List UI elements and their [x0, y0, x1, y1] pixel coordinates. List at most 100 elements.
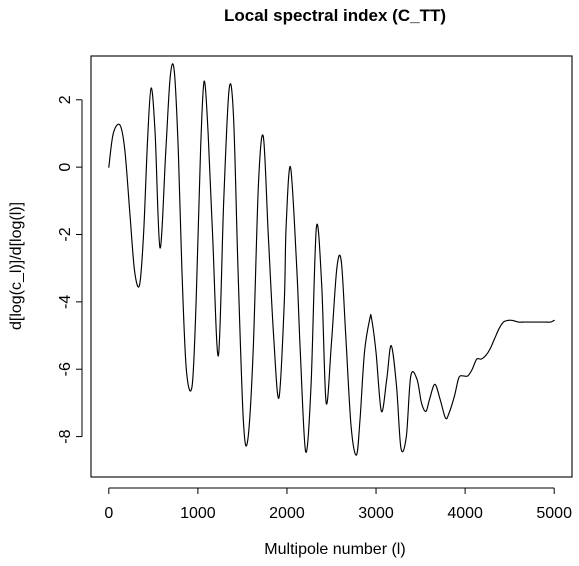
data-point-1-26 [223, 200, 225, 202]
data-point-1-92 [539, 321, 541, 323]
data-point-1-43 [305, 451, 307, 453]
data-point-1-2 [112, 133, 114, 134]
data-point-1-39 [285, 227, 287, 229]
data-point-1-19 [191, 385, 193, 387]
data-point-1-66 [416, 378, 418, 380]
data-point-1-41 [296, 267, 298, 269]
data-point-1-11 [154, 133, 156, 134]
y-tick-label: -6 [57, 362, 74, 376]
data-point-1-61 [390, 345, 392, 347]
data-point-1-80 [480, 358, 482, 360]
data-point-1-38 [283, 301, 285, 303]
data-point-1-44 [310, 385, 312, 387]
data-point-1-22 [203, 80, 205, 82]
data-point-1-77 [467, 375, 469, 377]
data-point-1-68 [425, 410, 427, 412]
x-tick-label: 3000 [358, 505, 394, 522]
data-point-1-20 [195, 301, 197, 303]
data-point-1-42 [299, 351, 301, 353]
data-point-1-14 [169, 75, 171, 77]
data-point-1-45 [315, 227, 317, 229]
data-point-1-25 [217, 355, 219, 357]
data-point-1-32 [252, 351, 254, 353]
data-point-1-47 [325, 402, 327, 404]
data-point-1-7 [139, 284, 140, 286]
data-point-1-31 [247, 439, 249, 441]
series-layer [108, 63, 555, 456]
data-point-1-21 [200, 149, 202, 151]
y-tick-label: -8 [57, 429, 74, 443]
data-point-1-56 [369, 318, 371, 320]
data-point-1-4 [124, 149, 126, 151]
data-point-1-29 [237, 267, 239, 269]
plot-frame [90, 55, 573, 478]
data-point-1-70 [434, 383, 436, 385]
data-point-1-3 [119, 124, 121, 126]
data-point-1-49 [336, 267, 338, 269]
data-point-1-1 [108, 166, 110, 168]
data-point-1-23 [207, 133, 209, 134]
data-point-1-83 [494, 338, 495, 340]
x-tick-label: 2000 [269, 505, 305, 522]
data-point-1-16 [177, 149, 179, 151]
data-point-1-5 [129, 217, 131, 219]
y-tick-label: 0 [57, 163, 74, 172]
data-point-1-86 [507, 319, 509, 321]
data-point-1-55 [364, 351, 365, 353]
data-point-1-50 [340, 260, 342, 262]
x-tick-label: 0 [104, 505, 113, 522]
data-point-1-35 [267, 234, 269, 235]
data-point-1-10 [150, 87, 152, 89]
x-tick-label: 5000 [536, 505, 572, 522]
data-point-1-74 [453, 395, 455, 397]
data-point-1-79 [476, 358, 478, 360]
data-point-1-48 [331, 341, 332, 343]
data-point-1-72 [445, 417, 446, 419]
x-tick-label: 4000 [447, 505, 483, 522]
data-point-1-63 [400, 447, 402, 449]
y-axis: 2 0 -2 -4 -6 -8 [57, 95, 83, 444]
data-point-1-52 [350, 426, 352, 427]
data-point-1-34 [262, 136, 264, 138]
data-point-1-84 [498, 328, 500, 330]
y-axis-label: d[log(c_l)]/d[log(l)] [8, 202, 25, 330]
data-point-1-37 [278, 397, 280, 399]
data-point-1-91 [534, 321, 536, 323]
data-point-1-15 [173, 70, 175, 72]
data-point-1-28 [233, 116, 234, 118]
data-point-1-81 [485, 355, 487, 357]
data-point-1-78 [471, 368, 473, 370]
data-point-1-75 [458, 377, 460, 379]
y-tick-label: -2 [57, 227, 74, 241]
data-point-1-17 [181, 267, 183, 269]
data-point-1-60 [386, 378, 388, 380]
data-point-1-94 [550, 321, 552, 323]
data-point-1-71 [439, 399, 441, 400]
data-point-1-90 [528, 321, 530, 323]
data-point-1-89 [523, 321, 525, 323]
y-tick-label: 2 [57, 95, 74, 104]
x-axis: 0 1000 2000 3000 4000 5000 [104, 487, 572, 522]
data-point-1-93 [544, 321, 546, 323]
data-point-1-65 [410, 375, 412, 377]
x-tick-label: 1000 [180, 505, 216, 522]
data-point-1-33 [258, 183, 259, 185]
data-point-1-9 [147, 139, 149, 141]
data-point-1-6 [134, 271, 136, 273]
data-point-1-36 [273, 335, 275, 336]
plot-border [90, 55, 573, 478]
data-point-1-85 [502, 321, 504, 323]
data-point-1-88 [518, 321, 520, 323]
chart-title: Local spectral index (C_TT) [224, 6, 446, 25]
data-point-1-18 [185, 368, 187, 370]
data-point-1-53 [355, 454, 357, 456]
data-point-1-24 [212, 234, 214, 235]
data-point-1-13 [165, 149, 167, 151]
data-point-1-87 [511, 319, 513, 321]
data-point-1-8 [143, 234, 145, 235]
data-point-1-51 [345, 335, 347, 336]
data-point-1-95 [553, 319, 555, 321]
